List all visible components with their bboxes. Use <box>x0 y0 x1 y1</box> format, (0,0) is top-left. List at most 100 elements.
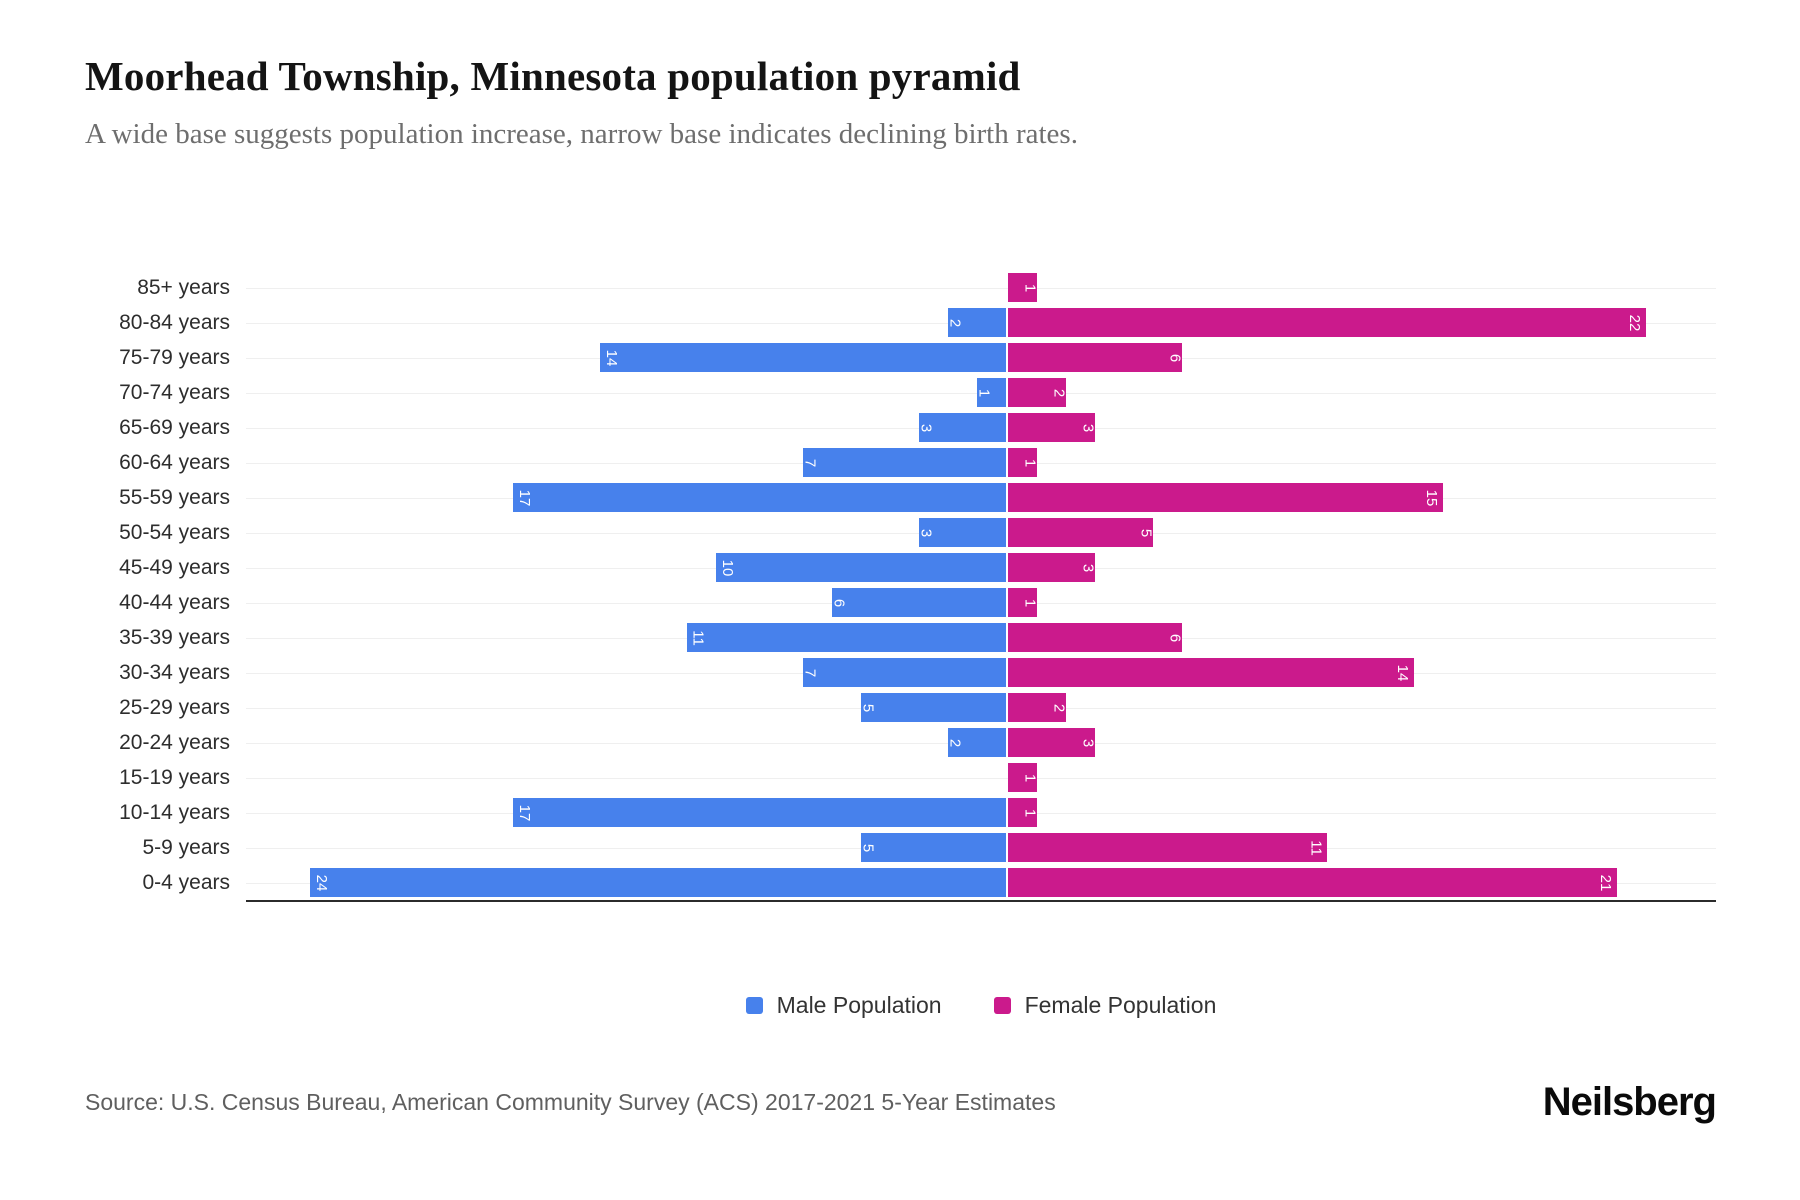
male-bar[interactable]: 2 <box>946 728 1008 757</box>
female-bar[interactable]: 1 <box>1007 273 1038 302</box>
male-bar[interactable]: 5 <box>859 833 1008 862</box>
pyramid-row: 85+ years 1 <box>0 270 1800 305</box>
female-bar[interactable]: 1 <box>1007 763 1038 792</box>
bar-value-label: 3 <box>917 528 935 537</box>
plot-cell: 10 3 <box>246 550 1716 585</box>
female-bar[interactable]: 6 <box>1007 343 1184 372</box>
bar-value-label: 5 <box>859 843 877 852</box>
age-group-label: 50-54 years <box>119 521 230 544</box>
bar-value-label: 3 <box>1079 563 1097 572</box>
female-bar[interactable]: 2 <box>1007 693 1067 722</box>
pyramid-row: 40-44 years 6 1 <box>0 585 1800 620</box>
male-bar[interactable]: 14 <box>600 343 1008 372</box>
female-bar[interactable]: 3 <box>1007 553 1097 582</box>
pyramid-row: 70-74 years 1 2 <box>0 375 1800 410</box>
plot-cell: 17 15 <box>246 480 1716 515</box>
bar-value-label: 5 <box>1137 528 1155 537</box>
male-bar[interactable]: 5 <box>860 693 1008 722</box>
chart-title: Moorhead Township, Minnesota population … <box>85 53 1021 99</box>
age-group-label: 80-84 years <box>119 311 230 334</box>
female-bar[interactable]: 21 <box>1007 868 1617 897</box>
bar-value-label: 7 <box>801 668 819 677</box>
male-bar[interactable]: 7 <box>801 658 1008 687</box>
female-bar[interactable]: 15 <box>1007 483 1443 512</box>
male-bar[interactable]: 3 <box>917 518 1008 547</box>
population-pyramid-chart: 85+ years 1 80-84 years 2 22 75-79 years 14 6 70… <box>0 270 1800 902</box>
bar-value-label: 6 <box>830 598 848 607</box>
age-group-label: 70-74 years <box>119 381 230 404</box>
female-bar[interactable]: 1 <box>1007 448 1038 477</box>
bar-value-label: 10 <box>718 559 736 576</box>
legend-item-female[interactable]: Female Population <box>993 992 1216 1019</box>
age-group-label: 5-9 years <box>142 836 230 859</box>
male-bar[interactable]: 17 <box>513 798 1008 827</box>
legend-swatch-icon <box>993 997 1011 1014</box>
pyramid-row: 5-9 years 5 11 <box>0 830 1800 865</box>
female-bar[interactable]: 5 <box>1007 518 1155 547</box>
footer: Source: U.S. Census Bureau, American Com… <box>85 1072 1717 1132</box>
pyramid-row: 55-59 years 17 15 <box>0 480 1800 515</box>
legend: Male Population Female Population <box>246 992 1716 1019</box>
bar-value-label: 2 <box>946 738 964 747</box>
plot-cell: 1 <box>246 270 1716 305</box>
female-bar[interactable]: 1 <box>1007 798 1039 827</box>
female-bar[interactable]: 6 <box>1007 623 1184 652</box>
male-bar[interactable]: 2 <box>946 308 1008 337</box>
bar-value-label: 17 <box>515 489 533 506</box>
age-group-label: 75-79 years <box>119 346 230 369</box>
bar-value-label: 2 <box>946 318 964 327</box>
plot-cell: 17 1 <box>246 795 1716 830</box>
age-group-label: 15-19 years <box>119 766 230 789</box>
x-axis-line <box>246 900 1716 902</box>
bar-value-label: 21 <box>1597 874 1615 891</box>
pyramid-row: 20-24 years 2 3 <box>0 725 1800 760</box>
pyramid-row: 0-4 years 24 21 <box>0 865 1800 900</box>
source-text: Source: U.S. Census Bureau, American Com… <box>85 1088 1056 1115</box>
female-bar[interactable]: 14 <box>1007 658 1414 687</box>
bar-value-label: 6 <box>1166 633 1184 642</box>
male-bar[interactable]: 1 <box>976 378 1008 407</box>
bar-value-label: 3 <box>1079 423 1097 432</box>
bar-value-label: 15 <box>1423 489 1441 506</box>
bar-value-label: 2 <box>1050 388 1068 397</box>
bar-value-label: 6 <box>1166 353 1184 362</box>
female-bar[interactable]: 3 <box>1007 728 1096 757</box>
male-bar[interactable]: 17 <box>513 483 1008 512</box>
female-bar[interactable]: 22 <box>1007 308 1646 337</box>
male-bar[interactable]: 24 <box>310 868 1008 897</box>
bar-value-label: 3 <box>917 423 935 432</box>
age-group-label: 30-34 years <box>119 661 230 684</box>
bar-value-label: 14 <box>1394 664 1412 681</box>
male-bar[interactable]: 7 <box>801 448 1008 477</box>
female-bar[interactable]: 3 <box>1007 413 1097 442</box>
bar-value-label: 11 <box>689 629 707 646</box>
bar-value-label: 14 <box>602 349 620 366</box>
bar-value-label: 1 <box>1021 808 1039 817</box>
male-bar[interactable]: 6 <box>830 588 1008 617</box>
neilsberg-logo: Neilsberg <box>1542 1079 1717 1124</box>
female-bar[interactable]: 11 <box>1007 833 1327 862</box>
age-group-label: 10-14 years <box>119 801 230 824</box>
plot-cell: 1 <box>246 760 1716 795</box>
male-bar[interactable]: 11 <box>687 623 1008 652</box>
pyramid-row: 10-14 years 17 1 <box>0 795 1800 830</box>
female-bar[interactable]: 2 <box>1007 378 1068 407</box>
male-bar[interactable]: 10 <box>716 553 1008 582</box>
pyramid-row: 35-39 years 11 6 <box>0 620 1800 655</box>
bar-value-label: 7 <box>801 458 819 467</box>
plot-cell: 2 22 <box>246 305 1716 340</box>
pyramid-row: 80-84 years 2 22 <box>0 305 1800 340</box>
female-bar[interactable]: 1 <box>1007 588 1038 617</box>
bar-value-label: 17 <box>515 804 533 821</box>
legend-item-male[interactable]: Male Population <box>745 992 942 1019</box>
age-group-label: 65-69 years <box>119 416 230 439</box>
age-group-label: 35-39 years <box>119 626 230 649</box>
male-bar[interactable]: 3 <box>917 413 1008 442</box>
